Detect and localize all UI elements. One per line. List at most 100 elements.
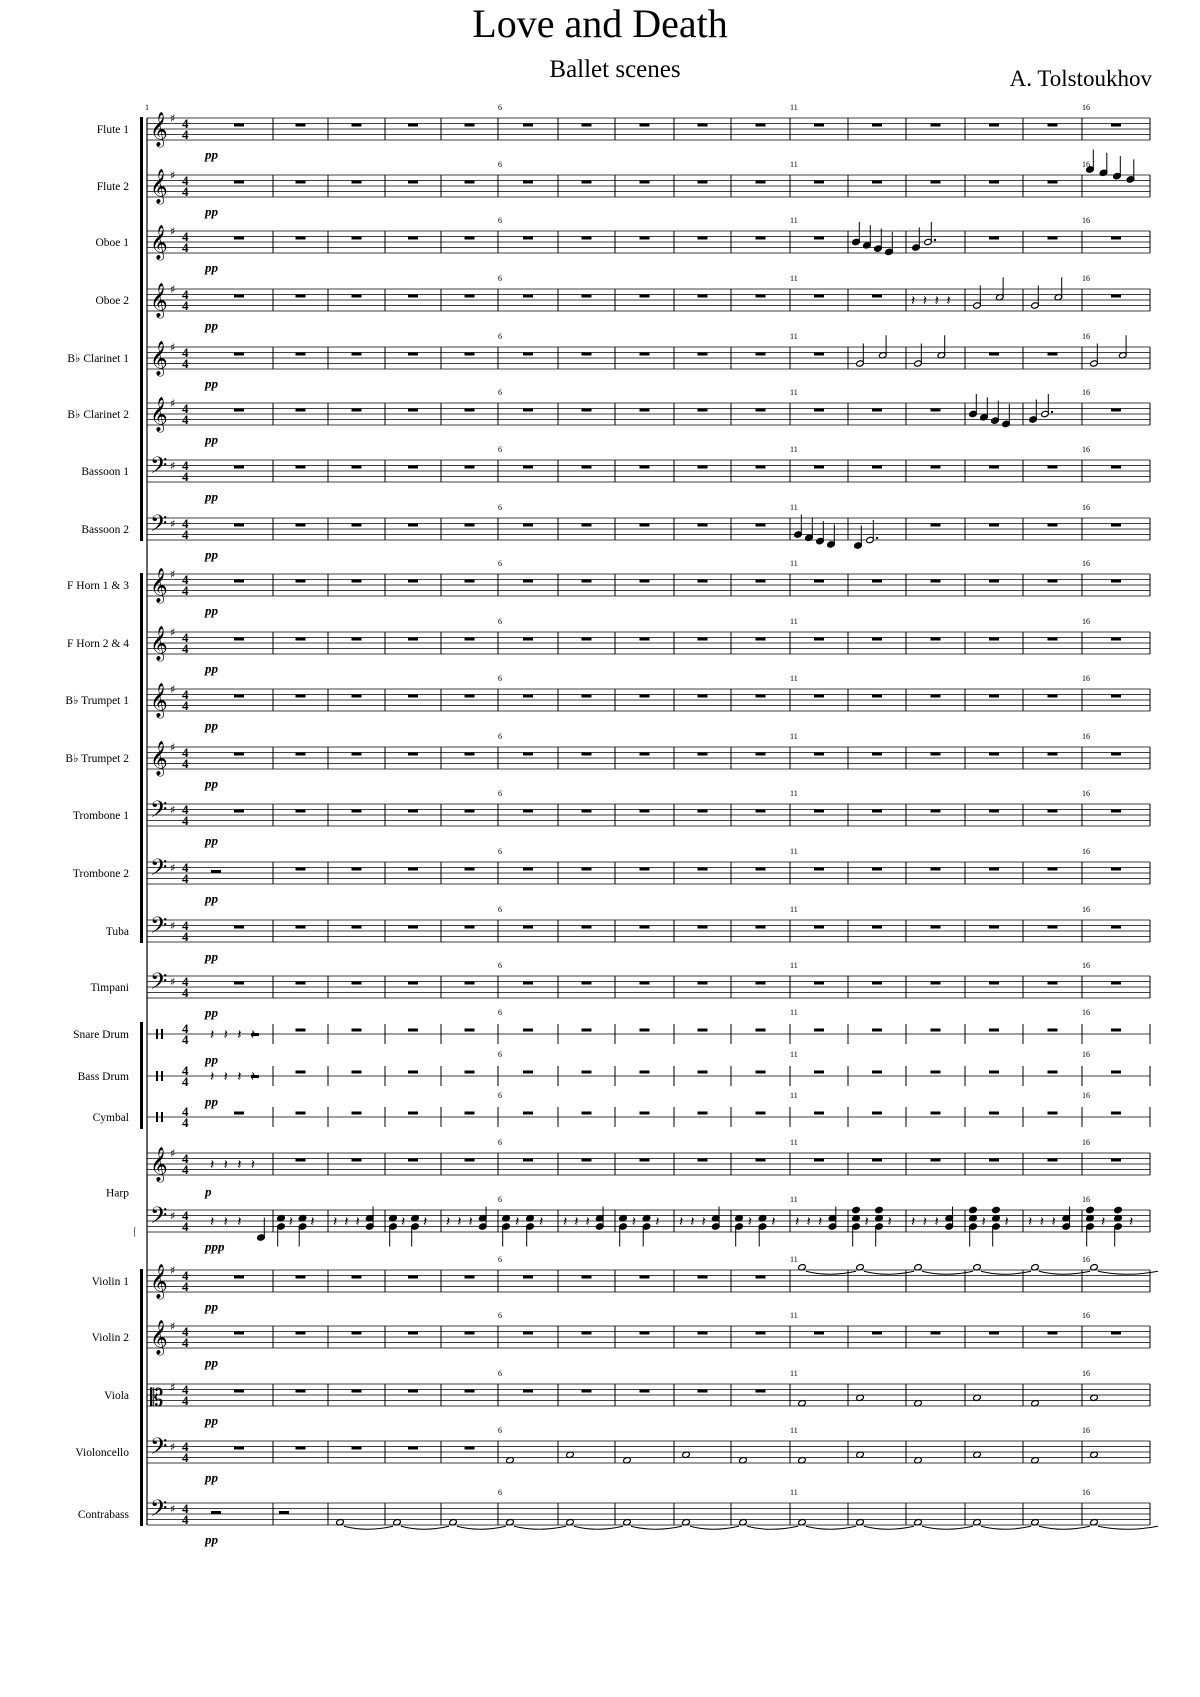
whole-rest <box>930 1158 941 1162</box>
time-signature-denominator: 4 <box>182 583 189 598</box>
whole-rest <box>234 809 244 813</box>
whole-rest <box>639 180 650 184</box>
whole-rest <box>639 925 650 929</box>
whole-rest <box>523 465 533 469</box>
time-signature-numerator: 4 <box>182 173 189 188</box>
tie <box>1097 1525 1159 1530</box>
whole-rest <box>872 123 882 127</box>
whole-rest <box>1111 294 1121 298</box>
whole-rest <box>581 1070 592 1074</box>
dynamic-marking: pp <box>204 776 219 791</box>
sharp-key-signature: ♯ <box>170 568 175 581</box>
whole-rest <box>295 1070 306 1074</box>
chord-note <box>298 1214 307 1222</box>
quarter-rest: 𝄽 <box>224 1214 228 1230</box>
whole-rest <box>1047 465 1058 469</box>
whole-rest <box>351 867 362 871</box>
dynamic-marking: pp <box>204 1299 219 1314</box>
time-signature-denominator: 4 <box>182 929 189 944</box>
whole-rest <box>351 1331 362 1335</box>
whole-rest <box>989 180 999 184</box>
quarter-rest: 𝄽 <box>771 1214 775 1230</box>
whole-rest <box>1047 867 1058 871</box>
whole-rest <box>351 1111 362 1115</box>
measure-number: 6 <box>498 617 502 626</box>
whole-rest <box>408 180 418 184</box>
half-rest <box>211 870 221 873</box>
whole-rest <box>464 694 475 698</box>
dynamic-marking: pp <box>204 318 219 333</box>
chord-note <box>851 1206 861 1214</box>
whole-rest <box>755 752 766 756</box>
whole-rest <box>814 981 824 985</box>
staff-label: Tuba <box>106 926 129 938</box>
whole-rest <box>755 465 766 469</box>
dynamic-marking: pp <box>204 833 219 848</box>
whole-rest <box>581 408 592 412</box>
whole-rest <box>234 352 244 356</box>
whole-rest <box>581 1158 592 1162</box>
whole-rest <box>639 981 650 985</box>
sharp-key-signature: ♯ <box>170 1264 175 1277</box>
measure-number: 6 <box>498 1138 502 1147</box>
alto-clef-icon: 𝄡 <box>150 1384 163 1412</box>
whole-rest <box>755 637 766 641</box>
whole-rest <box>295 637 306 641</box>
whole-rest <box>1047 1111 1058 1115</box>
measure-number: 16 <box>1082 847 1090 856</box>
measure-number: 16 <box>1082 103 1090 112</box>
measure-number: 11 <box>790 674 798 683</box>
whole-rest <box>295 579 306 583</box>
quarter-rest: 𝄽 <box>702 1214 706 1230</box>
time-signature-numerator: 4 <box>182 572 189 587</box>
whole-rest <box>523 1275 533 1279</box>
time-signature-denominator: 4 <box>182 527 189 542</box>
sharp-key-signature: ♯ <box>170 741 175 754</box>
whole-rest <box>464 809 475 813</box>
measure-number: 11 <box>790 905 798 914</box>
whole-rest <box>295 294 306 298</box>
time-signature-numerator: 4 <box>182 1268 189 1283</box>
whole-rest <box>639 1028 650 1032</box>
measure-number: 11 <box>790 1195 798 1204</box>
whole-rest <box>581 236 592 240</box>
measure-number: 16 <box>1082 160 1090 169</box>
measure-number: 6 <box>498 332 502 341</box>
time-signature-denominator: 4 <box>182 240 189 255</box>
quarter-rest: 𝄽 <box>865 1214 869 1230</box>
measure-number: 16 <box>1082 274 1090 283</box>
whole-rest <box>234 925 244 929</box>
whole-rest <box>408 408 418 412</box>
measure-number: 11 <box>790 216 798 225</box>
time-signature-denominator: 4 <box>182 127 189 142</box>
whole-rest <box>581 1389 592 1393</box>
quarter-rest: 𝄽 <box>1052 1214 1056 1230</box>
measure-number: 16 <box>1082 445 1090 454</box>
measure-number: 11 <box>790 1255 798 1264</box>
measure-number: 11 <box>790 1369 798 1378</box>
augmentation-dot <box>1050 410 1054 414</box>
whole-rest <box>814 694 824 698</box>
whole-rest <box>639 294 650 298</box>
time-signature-numerator: 4 <box>182 687 189 702</box>
measure-number: 16 <box>1082 617 1090 626</box>
whole-note <box>505 1456 515 1464</box>
treble-clef-icon: 𝄞 <box>150 1147 168 1183</box>
whole-rest <box>930 1028 941 1032</box>
quarter-rest: 𝄽 <box>795 1214 799 1230</box>
time-signature-numerator: 4 <box>182 345 189 360</box>
whole-rest <box>697 523 708 527</box>
whole-rest <box>814 752 824 756</box>
whole-rest <box>523 523 533 527</box>
whole-rest <box>755 236 766 240</box>
score-title: Love and Death <box>472 1 728 46</box>
whole-rest <box>872 579 882 583</box>
whole-rest <box>351 294 362 298</box>
tie <box>1097 1270 1159 1275</box>
whole-rest <box>234 123 244 127</box>
staff-label: B♭ Trumpet 1 <box>65 695 129 707</box>
whole-rest <box>581 809 592 813</box>
quarter-rest: 𝄽 <box>237 1027 241 1043</box>
whole-rest <box>755 1331 766 1335</box>
quarter-rest: 𝄽 <box>655 1214 659 1230</box>
